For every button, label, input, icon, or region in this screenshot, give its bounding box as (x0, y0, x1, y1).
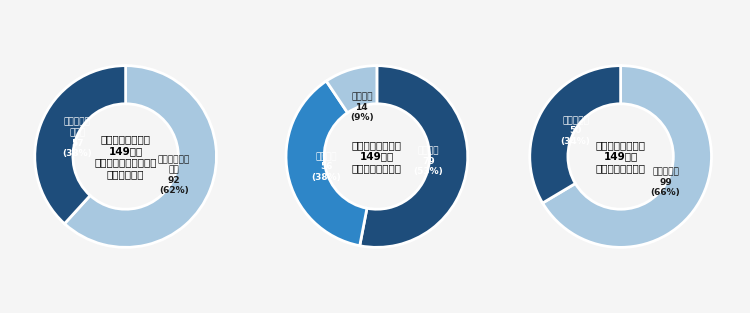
Text: 日本法人有
50
(34%): 日本法人有 50 (34%) (561, 116, 590, 146)
Wedge shape (326, 66, 377, 113)
Text: オーファン指
定無
92
(62%): オーファン指 定無 92 (62%) (158, 155, 190, 195)
Text: オーファン
指定有
57
(38%): オーファン 指定有 57 (38%) (62, 118, 92, 158)
Text: 欧州のみ
14
(9%): 欧州のみ 14 (9%) (350, 92, 374, 122)
Wedge shape (542, 66, 712, 247)
Text: 米欧両極
56
(38%): 米欧両極 56 (38%) (311, 152, 341, 182)
Wedge shape (360, 66, 468, 247)
Text: 国内開発情報なし
149品目
（欧米承認状況）: 国内開発情報なし 149品目 （欧米承認状況） (352, 140, 402, 173)
Wedge shape (34, 66, 126, 224)
Wedge shape (530, 66, 621, 203)
Wedge shape (64, 66, 217, 247)
Text: 日本法人無
99
(66%): 日本法人無 99 (66%) (651, 167, 680, 197)
Wedge shape (286, 81, 367, 246)
Text: 米国のみ
79
(53%): 米国のみ 79 (53%) (413, 146, 443, 176)
Text: 国内開発情報なし
149品目
（日本法人有無）: 国内開発情報なし 149品目 （日本法人有無） (596, 140, 646, 173)
Text: 国内開発情報なし
149品目
（米欧でのオーファン
指定の有無）: 国内開発情報なし 149品目 （米欧でのオーファン 指定の有無） (94, 134, 157, 179)
